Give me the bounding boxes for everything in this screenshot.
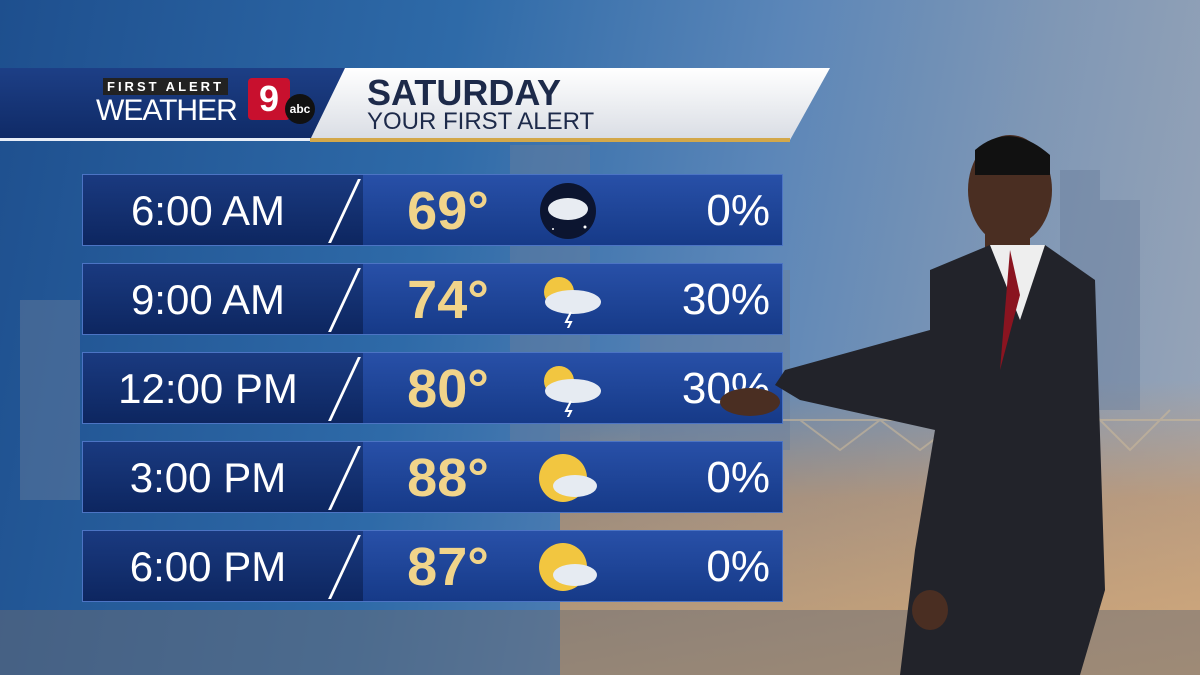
abc-logo: abc [285,94,315,124]
weather-presenter [720,135,1105,675]
forecast-time: 3:00 PM [129,454,287,501]
logo-weather: WEATHER [96,94,238,127]
sun-cloud-thunderstorm-icon [544,277,601,328]
forecast-temperature: 74° [407,270,489,330]
header-divider [0,138,320,141]
forecast-row: 6:00 PM 87° 0% [82,530,783,602]
forecast-temperature: 88° [407,448,489,508]
forecast-time: 6:00 AM [130,187,286,234]
station-logo-panel: FIRST ALERT WEATHER 9 abc [0,68,345,140]
forecast-row: 6:00 AM 69° 0% [82,174,783,246]
partly-sunny-icon [539,454,597,502]
partly-sunny-icon [539,543,597,591]
forecast-time: 12:00 PM [118,365,298,412]
channel-9-logo: 9 [248,78,290,120]
time-panel [83,175,363,245]
page-title: SATURDAY [367,72,562,113]
forecast-temperature: 69° [407,181,489,241]
time-panel [83,264,363,334]
logo-first-alert: FIRST ALERT [103,78,229,95]
forecast-row: 3:00 PM 88° 0% [82,441,783,513]
title-panel [310,68,830,140]
time-panel [83,442,363,512]
forecast-temperature: 87° [407,537,489,597]
forecast-header: FIRST ALERT WEATHER 9 abc SATURDAY YOUR … [0,68,830,142]
forecast-row: 9:00 AM 74° 30% [82,263,783,335]
gold-accent-line [310,138,790,142]
time-panel [83,353,363,423]
sun-cloud-thunderstorm-icon [544,366,601,417]
precip-chance: 0% [706,186,770,235]
precip-chance: 0% [706,453,770,502]
page-subtitle: YOUR FIRST ALERT [367,108,595,135]
precip-chance: 0% [706,542,770,591]
forecast-time: 9:00 AM [130,276,286,323]
forecast-temperature: 80° [407,359,489,419]
forecast-row: 12:00 PM 80° 30% [82,352,783,424]
time-panel [83,531,363,601]
precip-chance: 30% [681,275,770,324]
forecast-time: 6:00 PM [129,543,287,590]
night-partly-cloudy-icon [540,183,596,239]
